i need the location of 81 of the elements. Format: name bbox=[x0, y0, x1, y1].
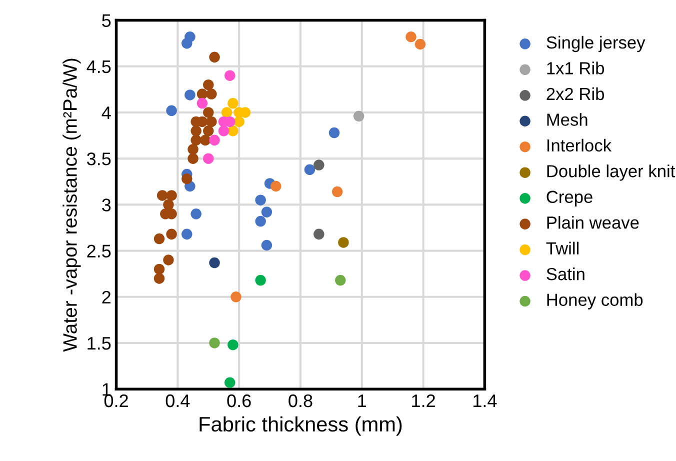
x-tick-label: 1.4 bbox=[474, 394, 497, 408]
legend-label: 1x1 Rib bbox=[547, 62, 604, 74]
point bbox=[154, 273, 165, 284]
y-tick-label: 1.5 bbox=[88, 337, 111, 350]
point bbox=[184, 90, 196, 100]
point bbox=[154, 264, 165, 275]
point bbox=[332, 186, 343, 198]
point bbox=[166, 190, 177, 201]
point bbox=[255, 216, 266, 227]
legend-label: Double layer knit bbox=[547, 164, 676, 181]
point bbox=[209, 134, 220, 146]
point bbox=[163, 254, 174, 266]
point bbox=[190, 208, 202, 220]
point bbox=[202, 79, 214, 90]
legend-label: Single jersey bbox=[546, 36, 646, 52]
x-tick-label: 0.4 bbox=[166, 394, 190, 408]
point bbox=[202, 126, 214, 136]
y-tick-label: 4 bbox=[102, 106, 111, 120]
point bbox=[163, 199, 174, 210]
point bbox=[255, 274, 266, 286]
legend-label: Honey comb bbox=[547, 293, 643, 310]
point bbox=[156, 190, 168, 201]
x-axis-title: Fabric thickness (mm) bbox=[200, 416, 402, 436]
point bbox=[166, 228, 177, 240]
point bbox=[182, 228, 192, 240]
point bbox=[328, 127, 340, 138]
point bbox=[270, 180, 282, 192]
legend-label: 2x2 Rib bbox=[546, 87, 604, 100]
legend-label: Satin bbox=[546, 268, 584, 280]
point bbox=[338, 237, 349, 248]
point bbox=[182, 38, 192, 49]
legend-label: Interlock bbox=[547, 138, 612, 152]
point bbox=[200, 134, 211, 146]
x-tick-label: 0.8 bbox=[288, 394, 312, 408]
point bbox=[414, 38, 426, 50]
point bbox=[228, 339, 238, 350]
point bbox=[224, 70, 236, 81]
point bbox=[196, 98, 208, 109]
point bbox=[206, 88, 217, 100]
y-tick-label: 3.5 bbox=[87, 152, 111, 166]
y-tick-label: 2 bbox=[102, 290, 111, 304]
y-axis-title: Water -vapor resistance (m²Pa/W) bbox=[62, 58, 81, 352]
point bbox=[209, 257, 220, 268]
legend-label: Mesh bbox=[547, 113, 588, 126]
point bbox=[188, 153, 198, 164]
point bbox=[234, 116, 244, 128]
point bbox=[261, 206, 272, 218]
point bbox=[255, 194, 266, 206]
y-tick-label: 4.5 bbox=[86, 60, 111, 74]
legend-label: Twill bbox=[546, 242, 578, 254]
point bbox=[261, 240, 272, 251]
point bbox=[182, 173, 192, 184]
point bbox=[206, 116, 217, 128]
x-tick-label: 0.2 bbox=[104, 394, 128, 408]
point bbox=[154, 233, 165, 244]
x-tick-label: 1.2 bbox=[412, 394, 435, 408]
point bbox=[353, 110, 364, 122]
legend-label: Plain weave bbox=[547, 216, 639, 229]
x-tick-label: 1 bbox=[358, 394, 366, 408]
point bbox=[209, 52, 220, 63]
point bbox=[202, 107, 214, 118]
point bbox=[314, 160, 324, 170]
point bbox=[304, 164, 316, 176]
point bbox=[314, 228, 324, 240]
y-tick-label: 2.5 bbox=[87, 244, 111, 258]
point bbox=[224, 377, 236, 388]
point bbox=[230, 292, 242, 302]
y-tick-label: 3 bbox=[102, 198, 111, 212]
point bbox=[190, 126, 202, 136]
y-tick-label: 5 bbox=[102, 14, 111, 28]
point bbox=[228, 98, 238, 109]
point bbox=[221, 107, 232, 118]
legend-label: Crepe bbox=[546, 190, 592, 206]
point bbox=[335, 274, 346, 286]
x-tick-label: 0.6 bbox=[227, 394, 251, 408]
point bbox=[406, 32, 416, 42]
point bbox=[166, 105, 177, 116]
point bbox=[188, 144, 198, 155]
point bbox=[218, 126, 230, 136]
point bbox=[209, 338, 220, 348]
point bbox=[202, 153, 214, 164]
